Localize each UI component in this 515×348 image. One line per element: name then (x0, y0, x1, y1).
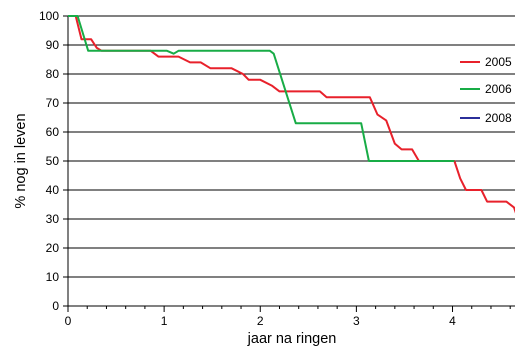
y-axis-label: % nog in leven (13, 113, 29, 208)
x-tick-label: 0 (65, 314, 72, 328)
gridlines (68, 15, 515, 307)
y-tick-label: 70 (46, 96, 60, 110)
x-tick-labels: 0 1 2 3 4 (65, 314, 457, 328)
y-tick-label: 30 (46, 212, 60, 226)
y-tick-label: 100 (39, 9, 59, 23)
y-tick-label: 90 (46, 38, 60, 52)
series-line-2005 (68, 15, 515, 214)
x-tick-label: 4 (449, 314, 456, 328)
legend: 2005 2006 2008 (460, 55, 512, 125)
legend-label-2008: 2008 (485, 111, 512, 125)
legend-label-2006: 2006 (485, 82, 512, 96)
y-tick-label: 40 (46, 183, 60, 197)
y-tick-label: 60 (46, 125, 60, 139)
x-tick-label: 2 (257, 314, 264, 328)
axes (63, 15, 511, 312)
y-tick-label: 20 (46, 241, 60, 255)
x-axis-label: jaar na ringen (247, 331, 337, 347)
series-line-2006 (68, 15, 455, 162)
y-tick-label: 80 (46, 67, 60, 81)
y-tick-labels: 0 10 20 30 40 50 60 70 80 90 100 (39, 9, 59, 313)
series-lines (68, 15, 515, 214)
legend-label-2005: 2005 (485, 55, 512, 69)
y-tick-label: 10 (46, 270, 60, 284)
x-tick-label: 3 (353, 314, 360, 328)
y-tick-label: 0 (52, 299, 59, 313)
y-tick-label: 50 (46, 154, 60, 168)
x-tick-label: 1 (161, 314, 168, 328)
